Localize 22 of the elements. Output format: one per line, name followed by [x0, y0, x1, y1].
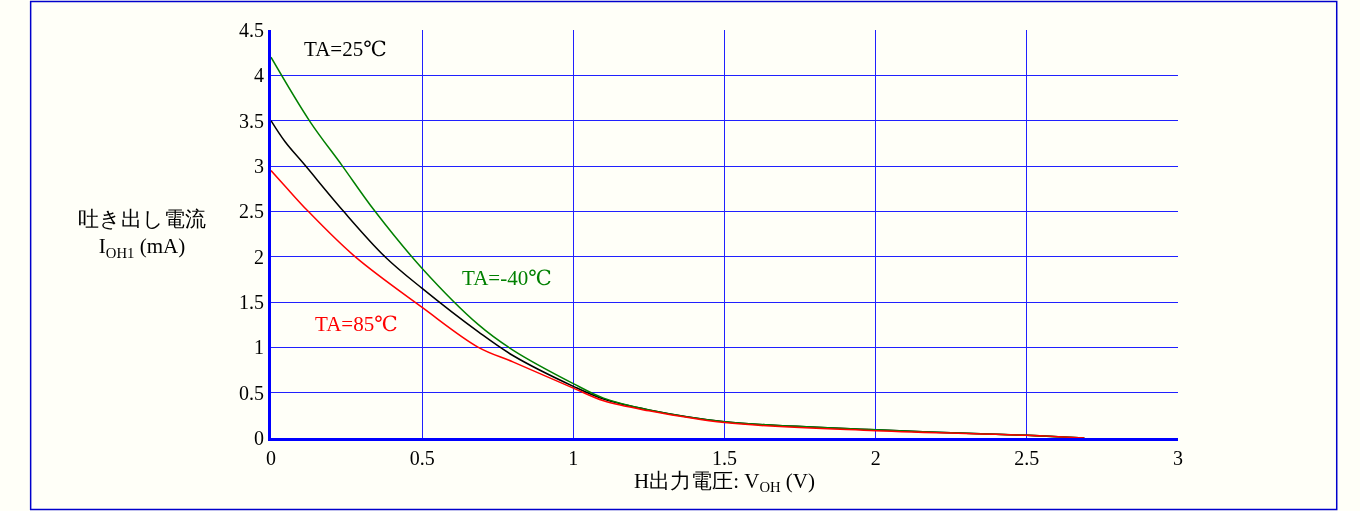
y-tick-label: 0: [254, 427, 264, 449]
x-tick-label: 2.5: [1014, 447, 1040, 469]
x-tick-label: 2: [870, 447, 881, 469]
y-tick-label: 3.5: [239, 109, 264, 132]
x-tick-label: 3: [1173, 447, 1183, 469]
y-tick-label: 1.5: [239, 291, 264, 313]
x-tick-label: 0.5: [409, 447, 435, 469]
y-tick-label: 4: [254, 64, 264, 87]
y-tick-label: 2: [254, 245, 264, 268]
y-tick-label: 0.5: [239, 381, 264, 404]
series-label: TA=-40℃: [462, 266, 552, 290]
y-tick-label: 3: [254, 155, 264, 177]
y-axis-title: 吐き出し電流 I$_{OH1}$ (mA): [78, 207, 206, 261]
text: TA=25℃: [304, 37, 387, 61]
x-axis-title: H出力電圧: V$_{OH}$ (V): [633, 469, 816, 496]
y-tick-label: 2.5: [239, 200, 264, 223]
line-series: [271, 169, 1086, 438]
y-tick-label: 1: [254, 336, 264, 359]
y-tick-label: 4.5: [239, 19, 264, 41]
x-tick-label: 1: [568, 447, 579, 469]
series-label: TA=85℃: [315, 312, 398, 336]
x-tick-label: 1.5: [712, 447, 737, 469]
